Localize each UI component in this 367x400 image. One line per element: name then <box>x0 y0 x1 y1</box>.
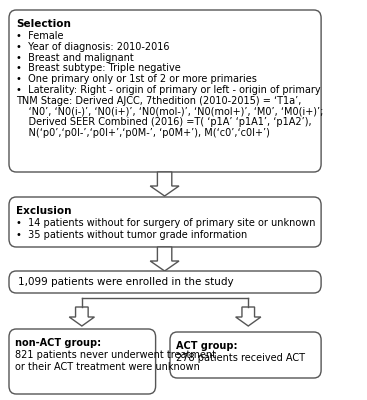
FancyBboxPatch shape <box>9 271 321 293</box>
Text: 278 patients received ACT: 278 patients received ACT <box>176 353 305 363</box>
Polygon shape <box>150 172 179 196</box>
Text: 1,099 patients were enrolled in the study: 1,099 patients were enrolled in the stud… <box>18 277 234 287</box>
Text: •  Year of diagnosis: 2010-2016: • Year of diagnosis: 2010-2016 <box>16 42 170 52</box>
Polygon shape <box>236 307 261 326</box>
Text: TNM Stage: Derived AJCC, 7thedition (2010-2015) = ‘T1a’,: TNM Stage: Derived AJCC, 7thedition (201… <box>16 96 302 106</box>
Text: •  Breast subtype: Triple negative: • Breast subtype: Triple negative <box>16 63 181 73</box>
Text: ‘N0’, ‘N0(i-)’, ‘N0(i+)’, ‘N0(mol-)’, ‘N0(mol+)’, ‘M0’, ‘M0(i+)’;: ‘N0’, ‘N0(i-)’, ‘N0(i+)’, ‘N0(mol-)’, ‘N… <box>16 107 324 117</box>
Text: ACT group:: ACT group: <box>176 341 238 351</box>
Text: N(‘p0’,‘p0I-’,‘p0I+’,‘p0M-’, ‘p0M+’), M(‘c0’,‘c0I+’): N(‘p0’,‘p0I-’,‘p0I+’,‘p0M-’, ‘p0M+’), M(… <box>16 128 270 138</box>
Text: •  Breast and malignant: • Breast and malignant <box>16 53 134 63</box>
Text: •  14 patients without for surgery of primary site or unknown: • 14 patients without for surgery of pri… <box>16 218 316 228</box>
Text: 821 patients never underwent treatment
or their ACT treatment were unknown: 821 patients never underwent treatment o… <box>15 350 216 372</box>
FancyBboxPatch shape <box>170 332 321 378</box>
FancyBboxPatch shape <box>9 10 321 172</box>
Text: •  35 patients without tumor grade information: • 35 patients without tumor grade inform… <box>16 230 247 240</box>
Text: Derived SEER Combined (2016) =T( ‘p1A’ ‘p1A1’, ‘p1A2’),: Derived SEER Combined (2016) =T( ‘p1A’ ‘… <box>16 118 312 127</box>
FancyBboxPatch shape <box>9 329 156 394</box>
Text: •  Female: • Female <box>16 31 64 41</box>
Text: Selection: Selection <box>16 19 71 29</box>
Polygon shape <box>150 247 179 271</box>
FancyBboxPatch shape <box>9 197 321 247</box>
Polygon shape <box>69 307 94 326</box>
Text: •  One primary only or 1st of 2 or more primaries: • One primary only or 1st of 2 or more p… <box>16 74 257 84</box>
Text: non-ACT group:: non-ACT group: <box>15 338 101 348</box>
Text: •  Laterality: Right - origin of primary or left - origin of primary: • Laterality: Right - origin of primary … <box>16 85 321 95</box>
Text: Exclusion: Exclusion <box>16 206 72 216</box>
